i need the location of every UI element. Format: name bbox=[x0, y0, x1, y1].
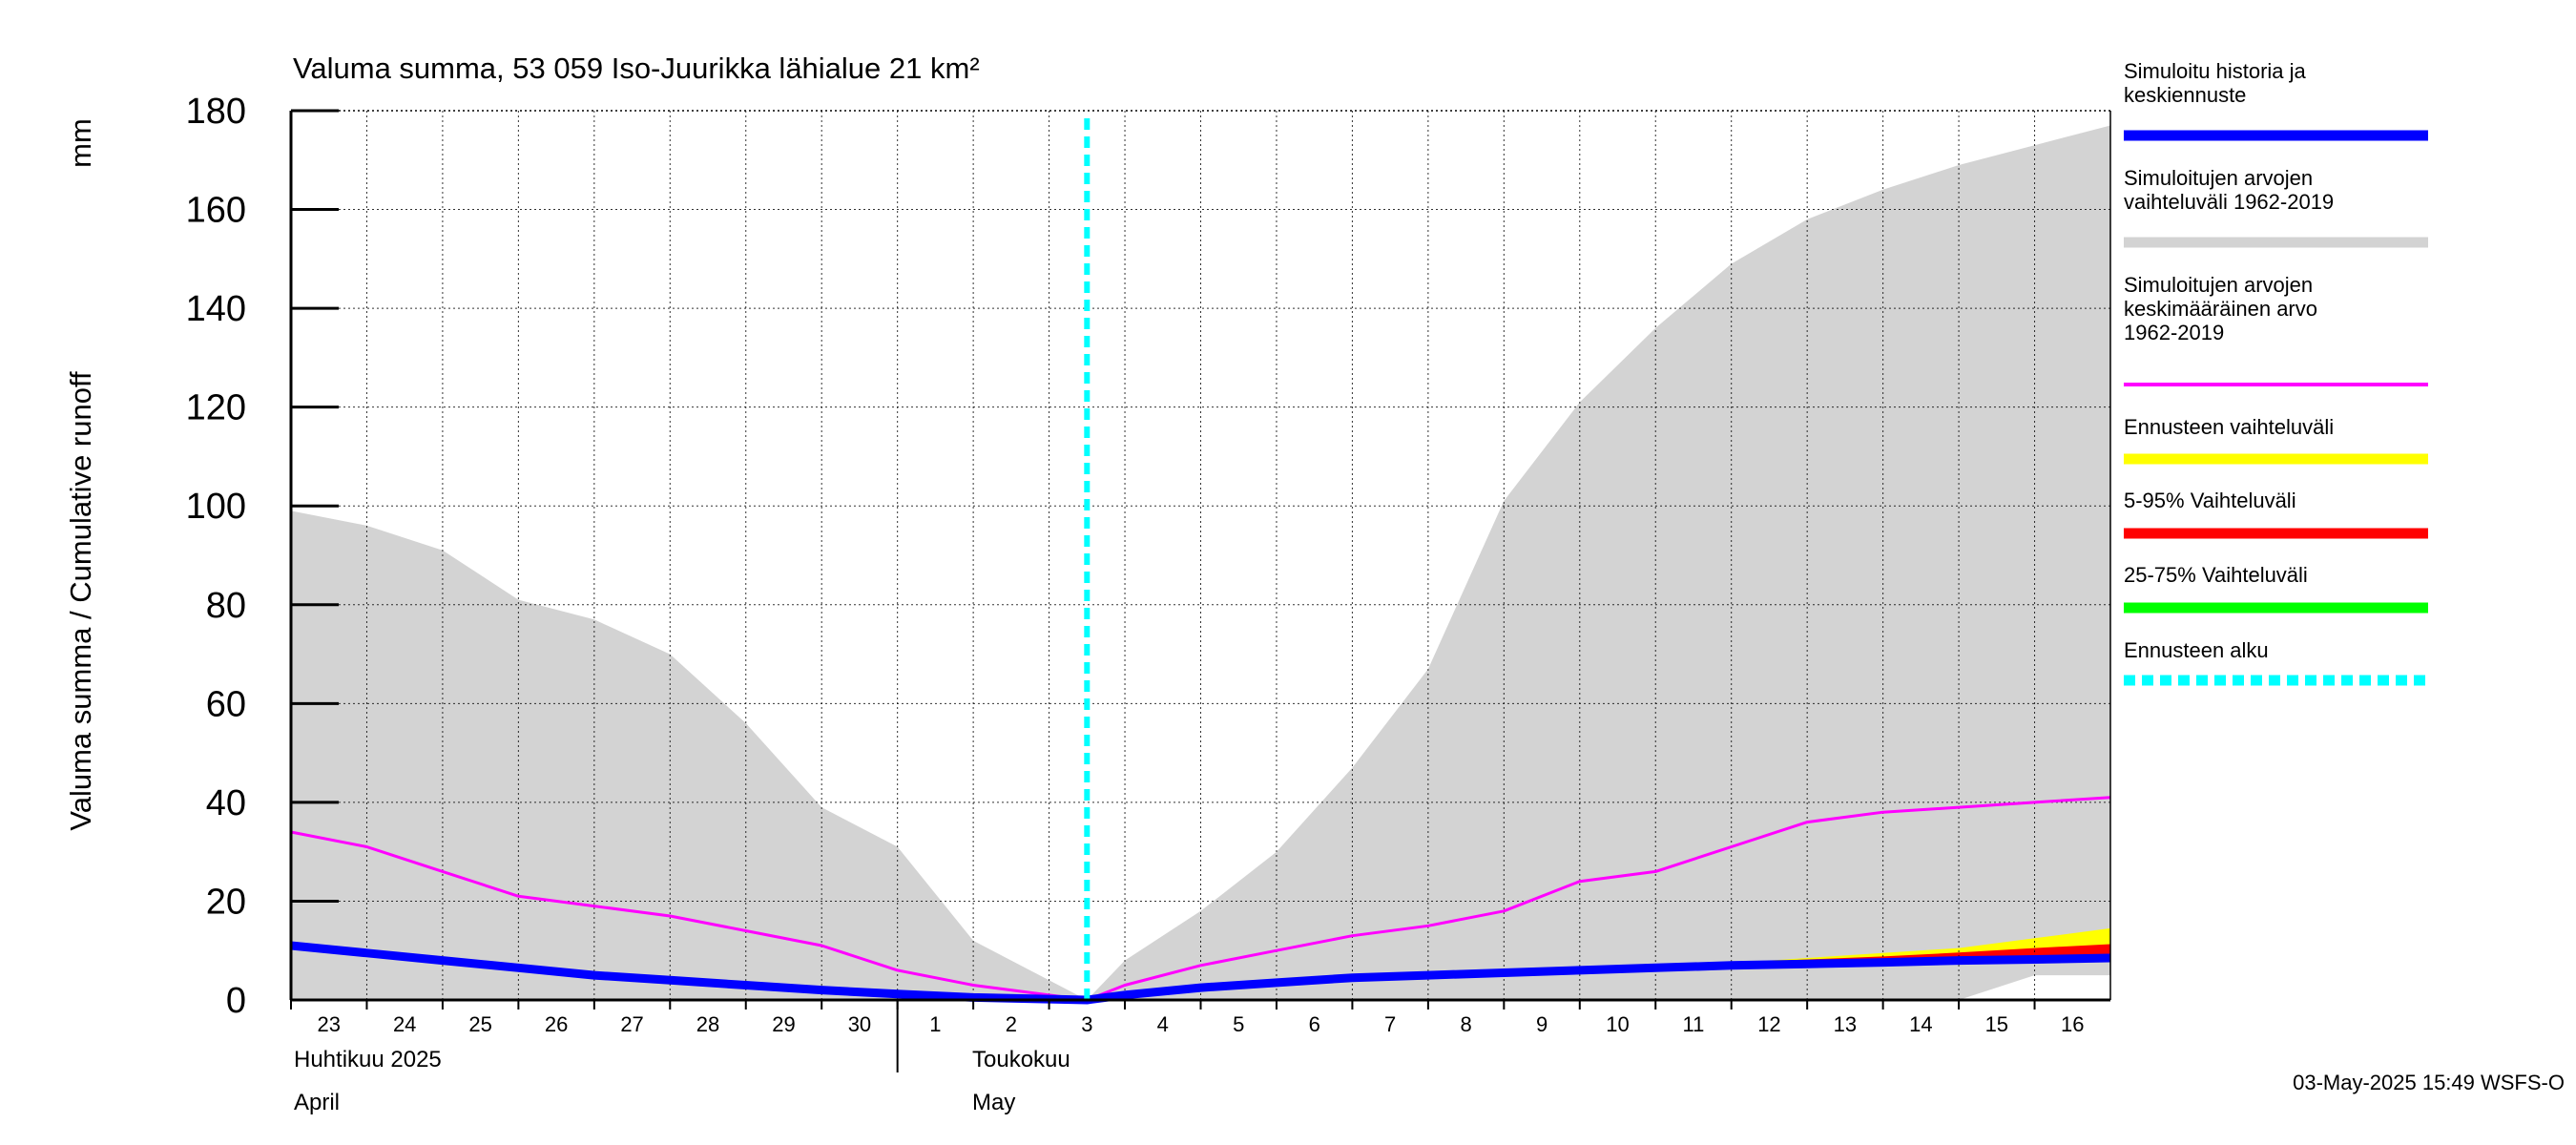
x-tick-label: 16 bbox=[2061, 1012, 2084, 1036]
line-simuloitujen-arvojen-keskim-r-inen-arvo-1962-2019 bbox=[290, 796, 2111, 1002]
y-tick-label: 120 bbox=[186, 388, 246, 428]
x-tick-label: 1 bbox=[929, 1012, 941, 1036]
x-tick-label: 15 bbox=[1985, 1012, 2008, 1036]
x-tick-label: 3 bbox=[1081, 1012, 1092, 1036]
y-tick-label: 40 bbox=[206, 783, 246, 823]
x-tick-label: 27 bbox=[620, 1012, 643, 1036]
x-tick-label: 24 bbox=[393, 1012, 416, 1036]
x-tick-label: 11 bbox=[1683, 1012, 1705, 1036]
legend-label: Ennusteen alku bbox=[2124, 638, 2269, 662]
legend-label: keskimääräinen arvo bbox=[2124, 297, 2317, 321]
x-tick-label: 13 bbox=[1834, 1012, 1857, 1036]
x-tick-label: 9 bbox=[1536, 1012, 1548, 1036]
y-tick-label: 0 bbox=[226, 981, 246, 1021]
x-tick-label: 6 bbox=[1309, 1012, 1320, 1036]
legend-label: 25-75% Vaihteluväli bbox=[2124, 563, 2308, 587]
x-tick-label: 7 bbox=[1384, 1012, 1396, 1036]
y-axis-unit: mm bbox=[64, 118, 97, 168]
x-tick-label: 14 bbox=[1909, 1012, 1932, 1036]
band-simuloitujen-arvojen-vaihteluv-li-1962-2019 bbox=[291, 125, 2110, 1000]
chart-title: Valuma summa, 53 059 Iso-Juurikka lähial… bbox=[293, 52, 980, 85]
month-label-en-april: April bbox=[294, 1090, 340, 1115]
x-tick-label: 4 bbox=[1157, 1012, 1169, 1036]
x-tick-label: 2 bbox=[1006, 1012, 1017, 1036]
y-axis-label: Valuma summa / Cumulative runoff bbox=[64, 371, 97, 831]
y-tick-label: 160 bbox=[186, 191, 246, 231]
timestamp: 03-May-2025 15:49 WSFS-O bbox=[2293, 1071, 2565, 1094]
legend-label: 5-95% Vaihteluväli bbox=[2124, 489, 2296, 512]
grid bbox=[291, 110, 2110, 1000]
x-tick-label: 5 bbox=[1233, 1012, 1244, 1036]
x-tick-label: 10 bbox=[1606, 1012, 1629, 1036]
x-tick-label: 30 bbox=[848, 1012, 871, 1036]
y-tick-label: 80 bbox=[206, 586, 246, 626]
x-tick-label: 28 bbox=[696, 1012, 719, 1036]
y-tick-label: 140 bbox=[186, 289, 246, 329]
x-tick-label: 12 bbox=[1757, 1012, 1780, 1036]
y-tick-label: 20 bbox=[206, 882, 246, 922]
legend-label: Ennusteen vaihteluväli bbox=[2124, 415, 2334, 439]
y-tick-label: 100 bbox=[186, 487, 246, 527]
legend-label: Simuloitu historia ja bbox=[2124, 59, 2307, 83]
legend-label: Simuloitujen arvojen bbox=[2124, 166, 2313, 190]
y-tick-label: 180 bbox=[186, 92, 246, 132]
x-tick-label: 29 bbox=[772, 1012, 795, 1036]
legend-label: keskiennuste bbox=[2124, 83, 2246, 107]
line-simuloitu-historia-ja-keskiennuste bbox=[290, 941, 2111, 1005]
legend-label: Simuloitujen arvojen bbox=[2124, 273, 2313, 297]
month-label-fi-april: Huhtikuu 2025 bbox=[294, 1047, 442, 1072]
legend-label: 1962-2019 bbox=[2124, 321, 2224, 344]
legend-label: vaihteluväli 1962-2019 bbox=[2124, 190, 2334, 214]
x-tick-label: 26 bbox=[545, 1012, 568, 1036]
y-tick-label: 60 bbox=[206, 684, 246, 724]
month-label-en-may: May bbox=[972, 1090, 1015, 1115]
x-tick-label: 23 bbox=[317, 1012, 340, 1036]
x-tick-label: 8 bbox=[1460, 1012, 1471, 1036]
month-label-fi-may: Toukokuu bbox=[972, 1047, 1070, 1072]
x-tick-label: 25 bbox=[468, 1012, 491, 1036]
